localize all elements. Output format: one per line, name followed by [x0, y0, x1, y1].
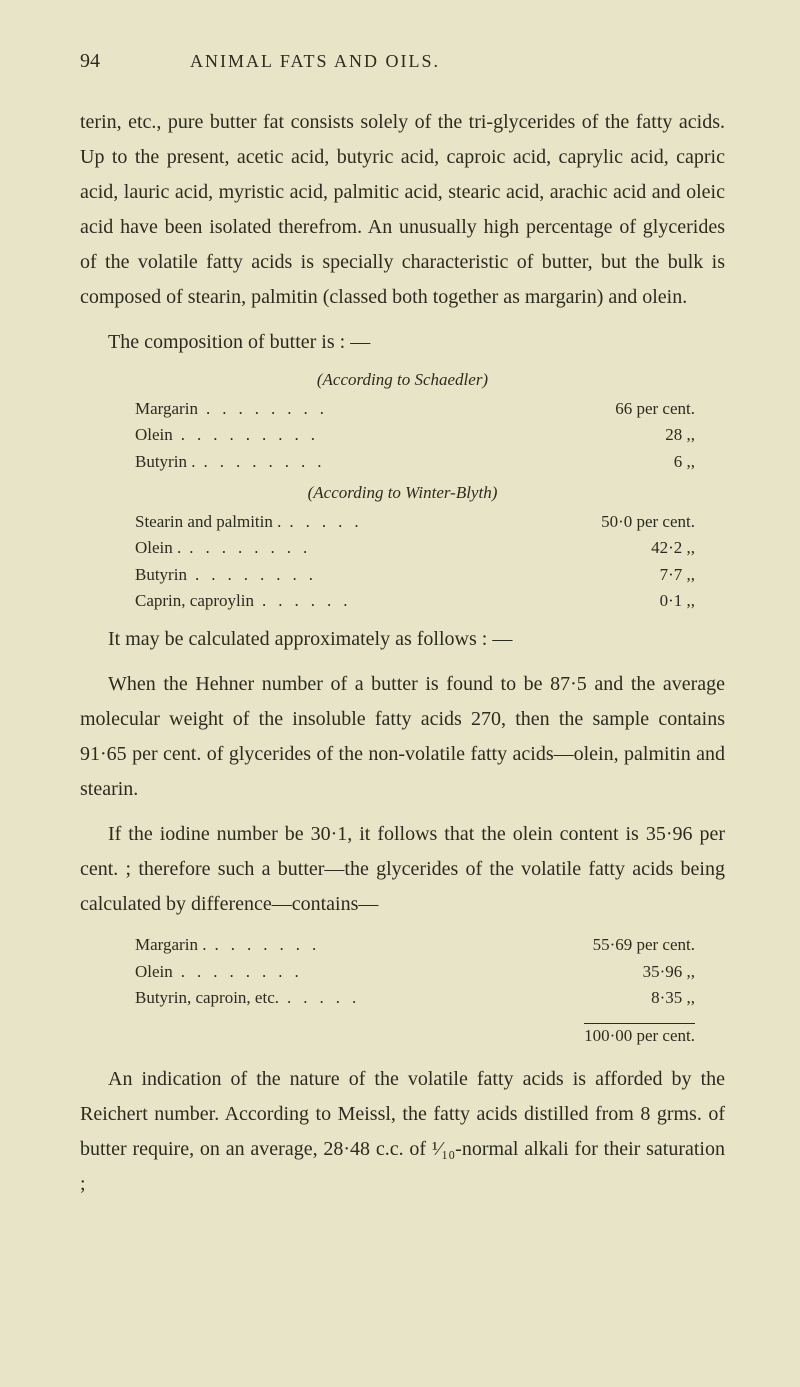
table-row: Olein ........ 35·96 ,, [80, 959, 725, 985]
table-row: Margarin . ....... 55·69 per cent. [80, 932, 725, 958]
table3-body: Margarin . ....... 55·69 per cent. Olein… [80, 932, 725, 1011]
table-winter-blyth: (According to Winter-Blyth) Stearin and … [80, 483, 725, 614]
row-value: 66 per cent. [575, 396, 695, 422]
row-value: 7·7 ,, [575, 562, 695, 588]
leader-dots: ....... [206, 932, 575, 958]
row-label: Butyrin, caproin, etc. [135, 985, 279, 1011]
leader-dots: ..... [281, 509, 575, 535]
row-value: 8·35 ,, [575, 985, 695, 1011]
paragraph-4: When the Hehner number of a butter is fo… [80, 667, 725, 807]
leader-dots: ........ [181, 535, 575, 561]
table-row: Olein ......... 28 ,, [80, 422, 725, 448]
page-title: ANIMAL FATS AND OILS. [190, 51, 440, 72]
paragraph-5: If the iodine number be 30·1, it follows… [80, 817, 725, 922]
table-schaedler: (According to Schaedler) Margarin ......… [80, 370, 725, 475]
table-row: Olein . ........ 42·2 ,, [80, 535, 725, 561]
row-label: Butyrin . [135, 449, 195, 475]
table-composition: Margarin . ....... 55·69 per cent. Olein… [80, 932, 725, 1046]
page-header: 94 ANIMAL FATS AND OILS. [80, 50, 725, 73]
table-row: Butyrin ........ 7·7 ,, [80, 562, 725, 588]
row-label: Margarin [135, 396, 198, 422]
table-row: Butyrin, caproin, etc. ..... 8·35 ,, [80, 985, 725, 1011]
leader-dots: ........ [173, 959, 575, 985]
table-row: Stearin and palmitin . ..... 50·0 per ce… [80, 509, 725, 535]
leader-dots: ...... [254, 588, 575, 614]
paragraph-2: The composition of butter is : — [80, 325, 725, 360]
total-value: 100·00 per cent. [584, 1023, 695, 1046]
table-row: Margarin ........ 66 per cent. [80, 396, 725, 422]
row-value: 28 ,, [575, 422, 695, 448]
row-label: Margarin . [135, 932, 206, 958]
leader-dots: ........ [187, 562, 575, 588]
table2-body: Stearin and palmitin . ..... 50·0 per ce… [80, 509, 725, 614]
row-value: 55·69 per cent. [575, 932, 695, 958]
row-value: 35·96 ,, [575, 959, 695, 985]
leader-dots: ........ [198, 396, 575, 422]
table1-heading: (According to Schaedler) [80, 370, 725, 390]
table1-body: Margarin ........ 66 per cent. Olein ...… [80, 396, 725, 475]
row-label: Butyrin [135, 562, 187, 588]
row-label: Olein . [135, 535, 181, 561]
paragraph-3: It may be calculated approximately as fo… [80, 622, 725, 657]
leader-dots: ......... [173, 422, 575, 448]
row-value: 0·1 ,, [575, 588, 695, 614]
row-label: Caprin, caproylin [135, 588, 254, 614]
table2-heading: (According to Winter-Blyth) [80, 483, 725, 503]
row-value: 42·2 ,, [575, 535, 695, 561]
row-label: Stearin and palmitin . [135, 509, 281, 535]
leader-dots: ........ [195, 449, 575, 475]
paragraph-6: An indication of the nature of the volat… [80, 1062, 725, 1202]
row-value: 6 ,, [575, 449, 695, 475]
page-number: 94 [80, 50, 100, 73]
table3-total: 100·00 per cent. [80, 1019, 725, 1046]
table-row: Butyrin . ........ 6 ,, [80, 449, 725, 475]
leader-dots: ..... [279, 985, 575, 1011]
row-value: 50·0 per cent. [575, 509, 695, 535]
row-label: Olein [135, 959, 173, 985]
paragraph-1: terin, etc., pure butter fat consists so… [80, 105, 725, 315]
table-row: Caprin, caproylin ...... 0·1 ,, [80, 588, 725, 614]
row-label: Olein [135, 422, 173, 448]
